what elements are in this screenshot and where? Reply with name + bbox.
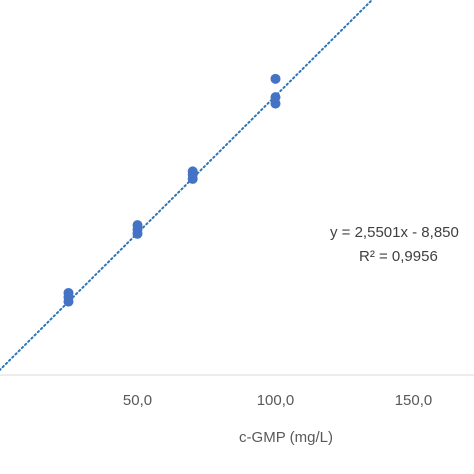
data-point [270,73,281,84]
r-squared-label: R² = 0,9956 [359,248,438,265]
trendline-equation: y = 2,5501x - 8,850 [330,224,459,241]
trendline [0,0,374,372]
data-point [132,220,143,231]
x-axis-title: c-GMP (mg/L) [239,429,333,446]
x-tick-label: 150,0 [395,392,433,409]
data-point [270,92,281,103]
data-point [63,287,74,298]
x-tick-label: 100,0 [257,392,295,409]
data-points [63,73,281,307]
x-tick-label: 50,0 [123,392,152,409]
data-point [187,166,198,177]
